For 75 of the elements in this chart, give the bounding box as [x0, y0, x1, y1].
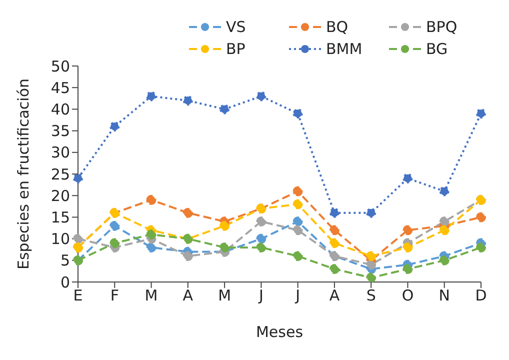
point [292, 186, 303, 196]
y-tick-label: 50 [50, 57, 70, 76]
point [146, 242, 156, 252]
y-tick-label: 25 [50, 165, 70, 184]
point [439, 216, 450, 227]
point [329, 225, 340, 236]
point [110, 238, 120, 248]
point [182, 208, 193, 218]
point [329, 264, 340, 274]
x-tick-label: S [366, 286, 376, 305]
point [476, 242, 486, 252]
legend-label: VS [226, 18, 246, 36]
point [110, 121, 120, 132]
point [256, 216, 266, 227]
point [292, 108, 303, 119]
x-tick-label: M [218, 286, 232, 305]
x-tick-label: F [110, 286, 119, 305]
point [292, 199, 303, 210]
point [439, 225, 450, 236]
point [292, 225, 303, 236]
point [146, 91, 156, 102]
point [329, 208, 340, 218]
point [182, 96, 193, 106]
point [146, 194, 156, 205]
x-tick-label: D [475, 286, 487, 305]
point [366, 260, 376, 270]
point [402, 264, 413, 274]
x-tick-label: A [182, 286, 194, 305]
y-tick-label: 45 [50, 78, 70, 97]
legend-label: BQ [326, 18, 348, 36]
point [366, 208, 376, 218]
point [182, 251, 193, 262]
x-tick-label: J [294, 286, 300, 305]
point [402, 173, 413, 184]
point [256, 234, 266, 244]
x-tick-label: O [402, 286, 414, 305]
point [146, 229, 156, 240]
y-tick-label: 35 [50, 122, 70, 140]
point [73, 234, 83, 244]
y-axis-title: Especies en fructificación [14, 78, 32, 270]
point [73, 173, 83, 184]
point [256, 91, 266, 102]
point [329, 238, 340, 248]
x-tick-label: A [329, 286, 340, 305]
point [220, 220, 230, 231]
y-tick-label: 40 [50, 100, 70, 119]
legend-label: BP [226, 40, 246, 58]
y-tick-label: 0 [60, 273, 70, 292]
point [366, 251, 376, 262]
point [220, 242, 230, 252]
legend-label: BG [426, 40, 448, 58]
y-tick-label: 10 [50, 230, 70, 248]
point [402, 225, 413, 236]
point [476, 108, 486, 119]
point [476, 212, 486, 222]
y-tick-label: 15 [50, 208, 70, 227]
x-tick-label: J [258, 286, 264, 305]
x-tick-label: N [438, 286, 450, 305]
point [439, 186, 450, 196]
x-axis-title: Meses [256, 323, 304, 341]
point [402, 242, 413, 252]
y-tick-label: 20 [50, 186, 70, 205]
legend-label: BPQ [426, 18, 458, 36]
point [220, 104, 230, 114]
point [110, 220, 120, 231]
x-tick-label: M [144, 286, 158, 305]
y-tick-label: 30 [50, 144, 70, 162]
point [366, 272, 376, 282]
point [439, 255, 450, 266]
point [292, 251, 303, 262]
legend-label: BMM [326, 40, 362, 58]
y-tick-label: 5 [60, 252, 70, 270]
point [256, 242, 266, 252]
x-tick-label: E [73, 286, 83, 305]
point [292, 216, 303, 227]
